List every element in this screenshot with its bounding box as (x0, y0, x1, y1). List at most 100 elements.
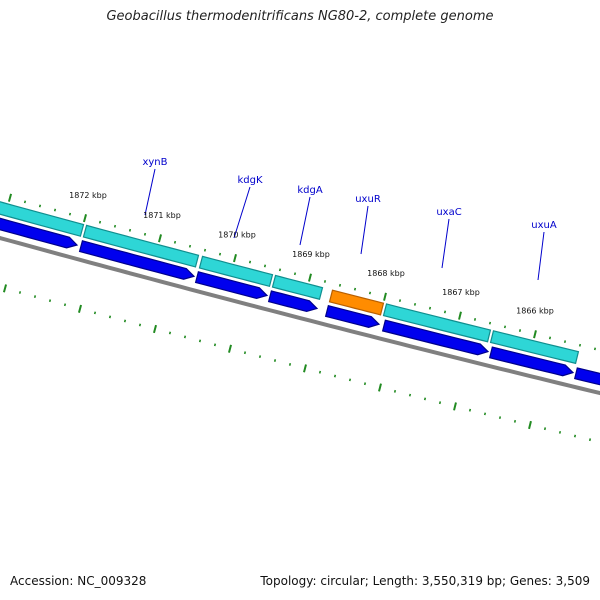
inner-tick-mark (18, 291, 22, 294)
inner-tick-mark (63, 303, 67, 307)
cds-feature (82, 224, 200, 268)
outer-tick-mark (23, 200, 27, 204)
genome-summary-text: Topology: circular; Length: 3,550,319 bp… (260, 574, 590, 588)
outer-tick-mark (473, 318, 477, 321)
accession-text: Accession: NC_009328 (10, 574, 147, 588)
inner-tick-mark (168, 331, 172, 335)
inner-tick-mark (213, 343, 217, 347)
outer-tick-mark (188, 244, 192, 248)
inner-tick-mark (303, 364, 307, 373)
outer-tick-mark (38, 204, 42, 208)
inner-tick-mark (393, 389, 397, 393)
blue-feature (267, 290, 319, 313)
cds-track (0, 201, 580, 365)
outer-tick-mark (233, 253, 237, 263)
tick-label: 1872 kbp (69, 191, 107, 200)
inner-tick-mark (408, 393, 412, 397)
inner-tick-mark (243, 351, 247, 355)
genome-backbone (0, 235, 600, 396)
inner-tick-mark (198, 339, 202, 343)
inner-tick-mark (363, 382, 367, 386)
inner-tick-mark (318, 370, 322, 374)
outer-tick-mark (7, 193, 13, 202)
outer-tick-mark (323, 280, 327, 283)
inner-tick-mark (123, 319, 127, 323)
gene-label-kdgA: kdgA (297, 185, 322, 196)
tick-label: 1868 kbp (367, 269, 405, 278)
gene-labels: xynB kdgK kdgA uxuR uxaC uxuA (142, 157, 557, 281)
inner-tick-mark (498, 416, 502, 420)
inner-tick-mark (288, 363, 292, 366)
blue-feature (194, 271, 269, 300)
blue-feature (0, 217, 79, 249)
outer-tick-mark (563, 340, 567, 344)
inner-tick-mark (348, 378, 352, 382)
inner-tick-mark (258, 355, 262, 359)
cds-feature (0, 201, 85, 237)
blue-feature (488, 346, 575, 377)
blue-feature-track (0, 217, 600, 386)
outer-tick-mark (263, 264, 267, 268)
outer-tick-mark (398, 299, 402, 303)
gene-label-kdgK: kdgK (237, 175, 262, 186)
outer-tick-mark (428, 306, 432, 310)
gene-label-uxuR: uxuR (355, 194, 381, 205)
outer-tick-mark (338, 283, 342, 287)
outer-tick-mark (173, 240, 177, 244)
inner-tick-mark (228, 344, 232, 353)
outer-tick-mark (158, 234, 162, 243)
inner-tick-mark (183, 335, 187, 339)
inner-tick-mark (453, 402, 457, 411)
inner-tick-mark (138, 323, 142, 327)
inner-tick-mark (273, 359, 277, 362)
backbone-line (0, 235, 600, 396)
outer-tick-mark (98, 220, 102, 224)
gene-leader-line (233, 186, 251, 239)
outer-tick-mark (143, 232, 147, 236)
gene-leader-line (537, 231, 545, 281)
gene-label-uxuA: uxuA (531, 220, 557, 231)
outer-tick-mark (533, 330, 537, 339)
outer-tick-mark (128, 228, 132, 232)
inner-tick-mark (2, 284, 8, 293)
inner-tick-mark (438, 401, 442, 405)
gene-leader-line (441, 218, 450, 269)
inner-tick-mark (513, 419, 517, 423)
outer-tick-mark (68, 212, 72, 216)
outer-tick-mark (248, 260, 252, 264)
outer-tick-mark (578, 343, 582, 347)
inner-tick-mark (48, 299, 52, 303)
tick-labels: 1872 kbp 1871 kbp 1870 kbp 1869 kbp 1868 kbp… (69, 191, 554, 315)
outer-tick-mark (383, 292, 387, 301)
outer-tick-mark (458, 311, 462, 320)
page-title: Geobacillus thermodenitrificans NG80-2, … (106, 9, 494, 24)
outer-tick-mark (82, 214, 88, 223)
outer-tick-mark (503, 325, 507, 329)
inner-tick-mark (378, 383, 382, 392)
blue-feature (381, 319, 490, 356)
outer-tick-mark (353, 287, 357, 291)
outer-tick-mark (218, 252, 222, 256)
inner-tick-mark (528, 420, 532, 430)
outer-tick-mark (203, 248, 207, 252)
outer-tick-mark (548, 336, 552, 340)
cds-feature (271, 274, 324, 300)
outer-tick-mark (278, 268, 282, 272)
inner-tick-mark (153, 324, 157, 334)
inner-tick-mark (483, 412, 487, 416)
tick-label: 1871 kbp (143, 211, 181, 220)
inner-tick-mark (77, 304, 83, 313)
gene-leader-line (299, 196, 311, 246)
inner-tick-mark (588, 438, 592, 442)
gene-label-uxaC: uxaC (436, 207, 461, 218)
outer-tick-mark (413, 302, 417, 306)
outer-tick-mark (368, 291, 372, 295)
outer-tick-mark (113, 224, 117, 228)
inner-tick-mark (423, 397, 427, 401)
cds-feature (198, 255, 274, 288)
cds-feature (489, 330, 580, 365)
gene-leader-line (144, 168, 156, 216)
outer-tick-mark (593, 347, 597, 351)
orange-feature (328, 289, 385, 316)
